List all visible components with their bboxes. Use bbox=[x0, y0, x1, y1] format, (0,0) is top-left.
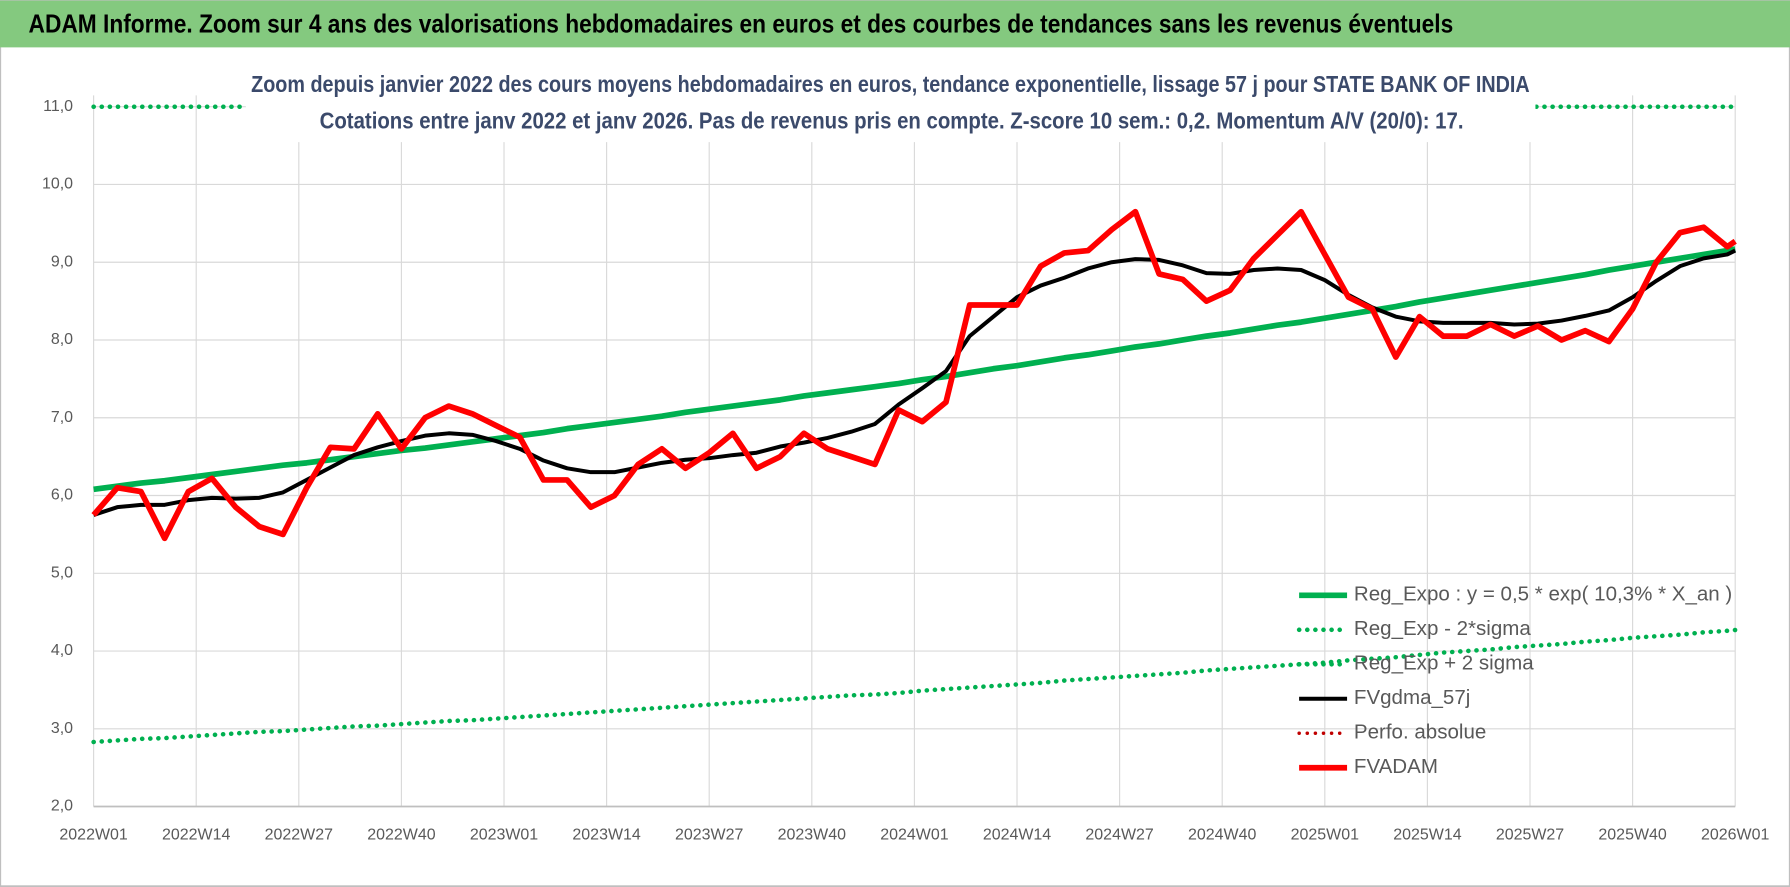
x-tick-label: 2024W14 bbox=[983, 826, 1051, 843]
series-line bbox=[92, 248, 1737, 517]
y-tick-label: 7,0 bbox=[51, 409, 73, 426]
legend-label: Perfo. absolue bbox=[1354, 721, 1486, 744]
x-tick-label: 2026W01 bbox=[1701, 826, 1769, 843]
legend-label: Reg_Expo : y = 0,5 * exp( 10,3% * X_an ) bbox=[1354, 583, 1732, 606]
legend-label: Reg_Exp - 2*sigma bbox=[1354, 617, 1531, 640]
x-tick-label: 2024W01 bbox=[880, 826, 948, 843]
title-box bbox=[245, 66, 1536, 143]
x-tick-label: 2024W27 bbox=[1085, 826, 1153, 843]
y-tick-label: 9,0 bbox=[51, 253, 73, 270]
x-tick-label: 2022W27 bbox=[265, 826, 333, 843]
x-tick-label: 2022W14 bbox=[162, 826, 230, 843]
series-line bbox=[91, 627, 1738, 745]
x-tick-label: 2024W40 bbox=[1188, 826, 1256, 843]
y-tick-label: 6,0 bbox=[51, 487, 73, 504]
chart-title: Zoom depuis janvier 2022 des cours moyen… bbox=[251, 71, 1530, 97]
y-tick-label: 10,0 bbox=[42, 176, 73, 193]
header-bar bbox=[0, 0, 1790, 48]
x-tick-label: 2023W14 bbox=[572, 826, 640, 843]
x-tick-label: 2023W27 bbox=[675, 826, 743, 843]
x-tick-label: 2022W01 bbox=[59, 826, 127, 843]
y-tick-label: 5,0 bbox=[51, 564, 73, 581]
legend-label: FVgdma_57j bbox=[1354, 686, 1470, 709]
legend-label: FVADAM bbox=[1354, 755, 1438, 778]
x-tick-label: 2025W14 bbox=[1393, 826, 1461, 843]
chart-subtitle: Cotations entre janv 2022 et janv 2026. … bbox=[320, 108, 1464, 134]
y-tick-label: 8,0 bbox=[51, 331, 73, 348]
x-tick-label: 2023W01 bbox=[470, 826, 538, 843]
header-title: ADAM Informe. Zoom sur 4 ans des valoris… bbox=[29, 9, 1454, 39]
x-tick-label: 2023W40 bbox=[778, 826, 846, 843]
x-tick-label: 2025W01 bbox=[1291, 826, 1359, 843]
series-line bbox=[93, 246, 1736, 493]
x-tick-label: 2025W40 bbox=[1598, 826, 1666, 843]
legend-label: Reg_Exp + 2 sigma bbox=[1354, 652, 1534, 675]
x-tick-label: 2022W40 bbox=[367, 826, 435, 843]
y-tick-label: 4,0 bbox=[51, 642, 73, 659]
plot-area: 2,0 3,0 4,0 5,0 6,0 7,0 8,0 9,0 10,0 11,0 2022W01 2… bbox=[42, 95, 1770, 843]
series-line bbox=[91, 208, 1737, 542]
y-tick-label: 2,0 bbox=[51, 798, 73, 815]
y-tick-label: 11,0 bbox=[43, 98, 73, 115]
x-tick-label: 2025W27 bbox=[1496, 826, 1564, 843]
y-tick-label: 3,0 bbox=[51, 720, 73, 737]
